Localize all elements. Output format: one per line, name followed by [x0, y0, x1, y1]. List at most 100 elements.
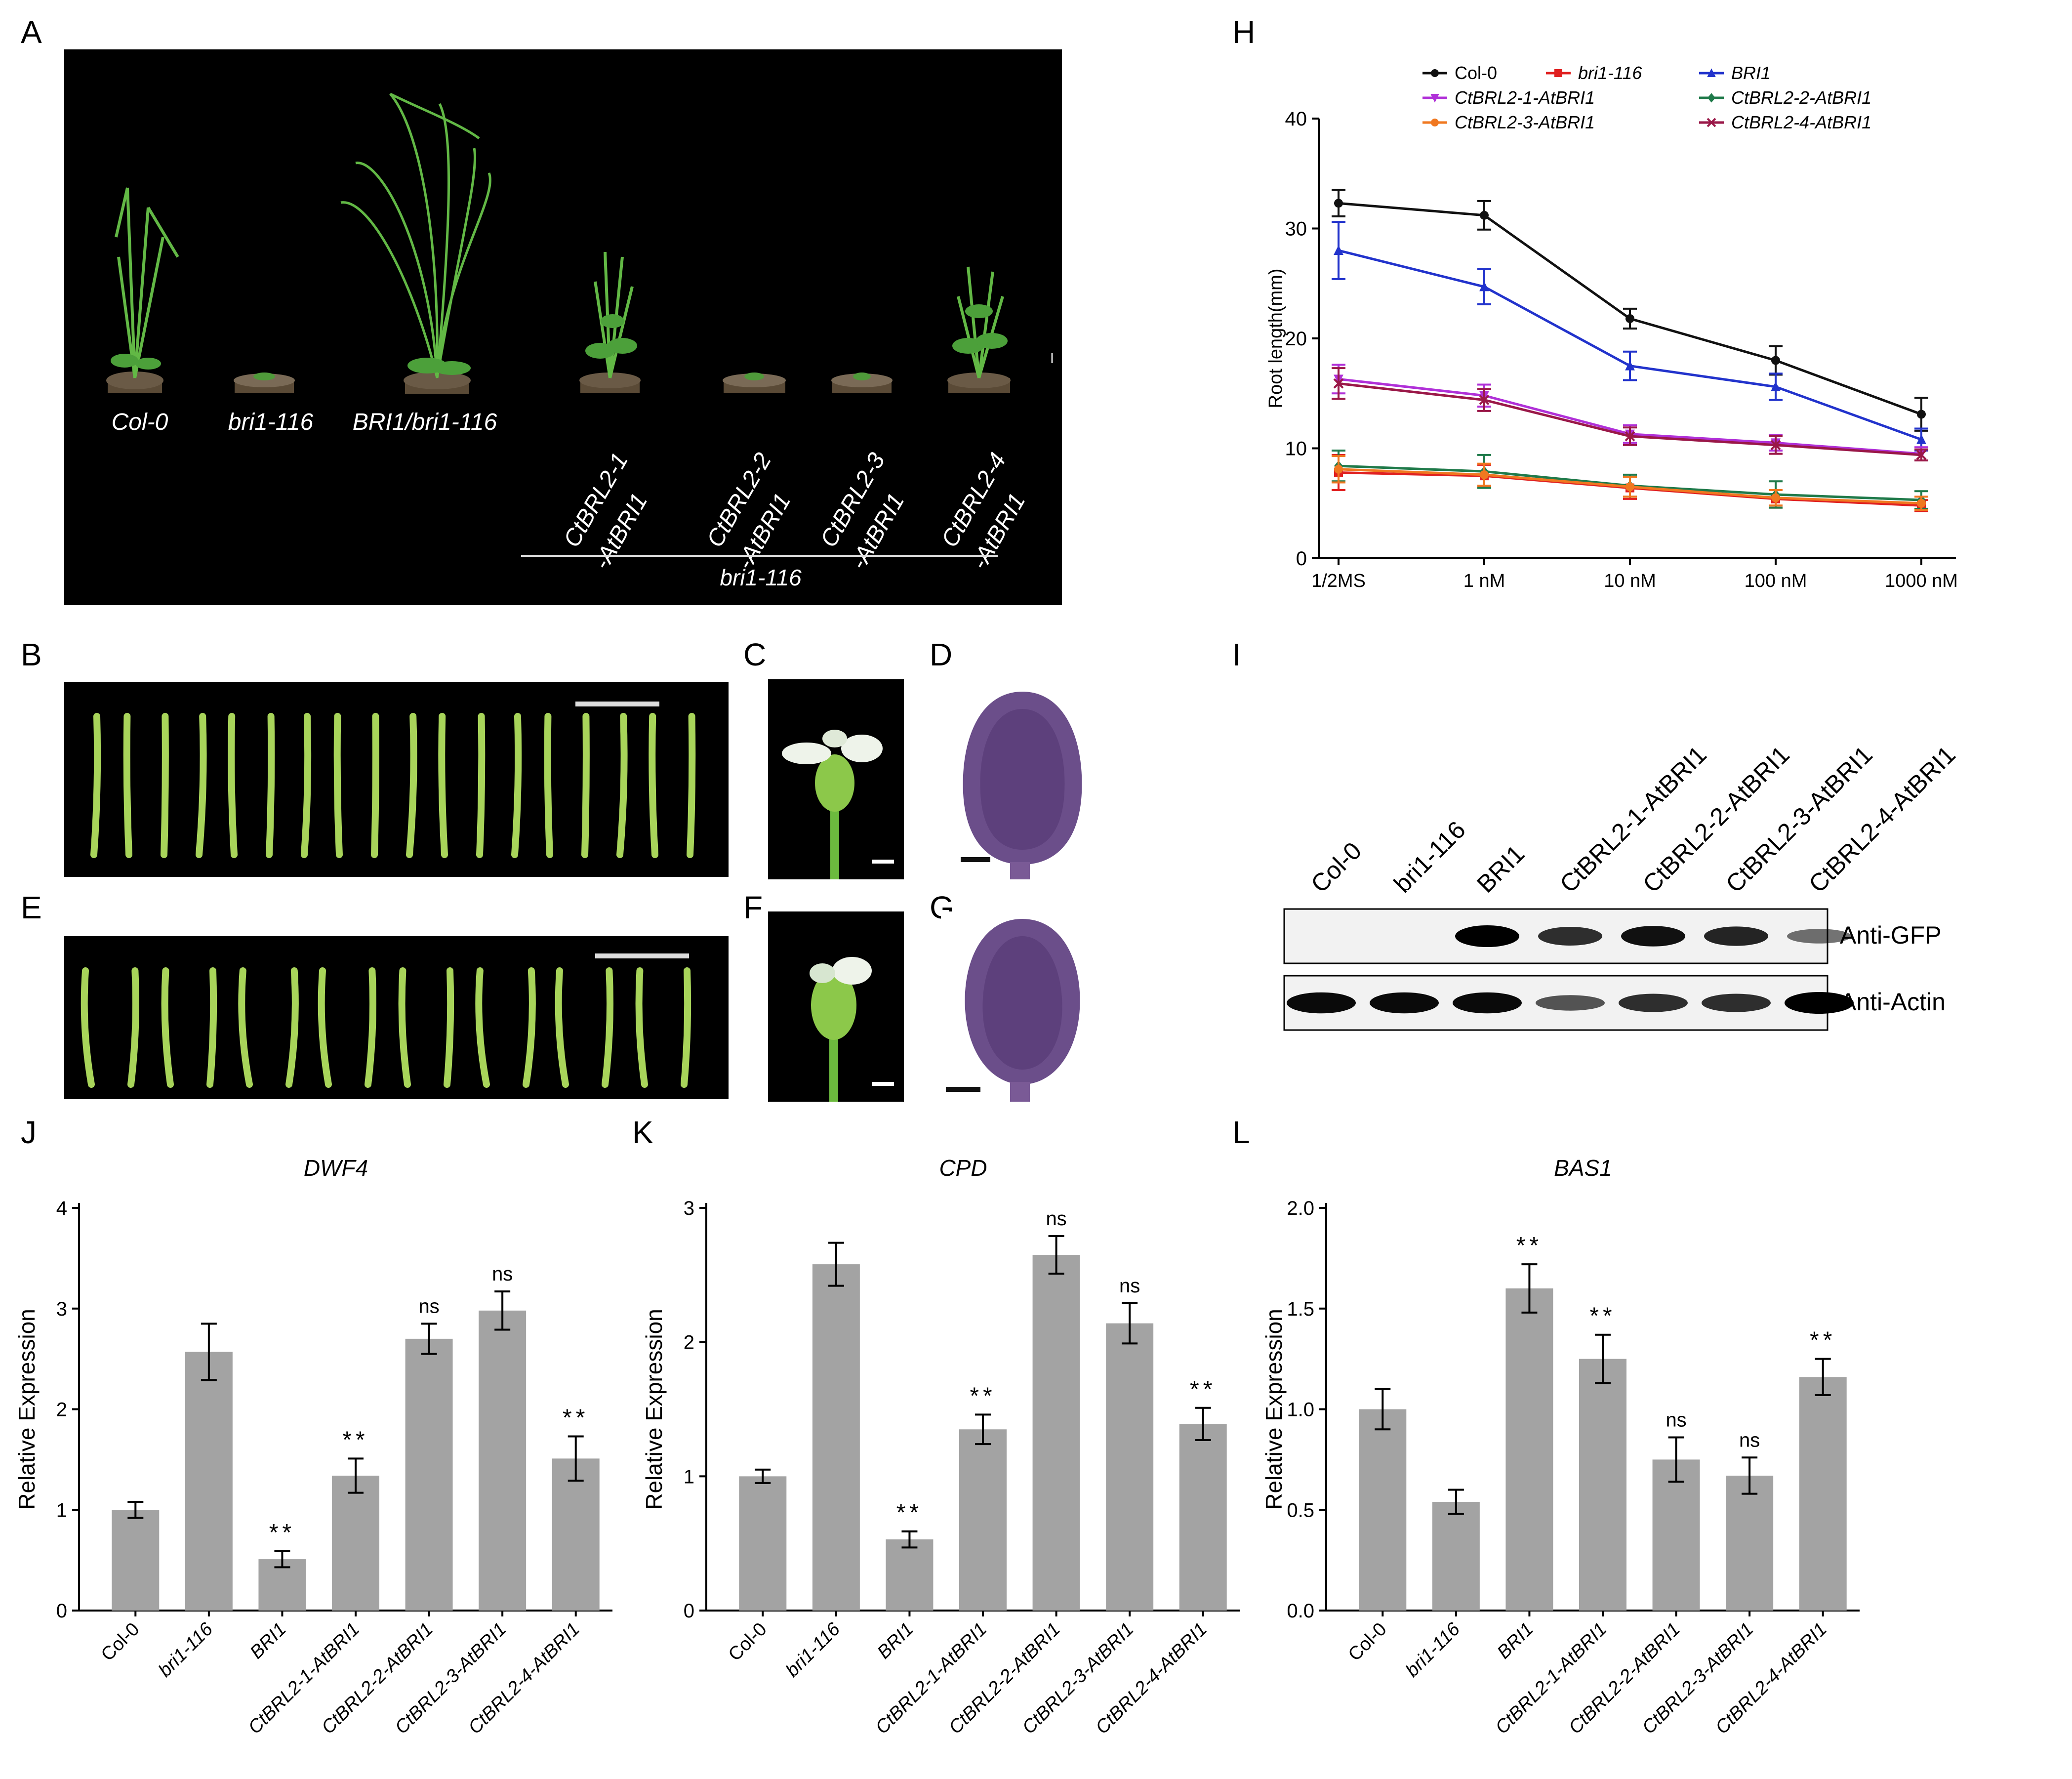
lane-label: bri1-116: [1388, 816, 1471, 898]
silique: [649, 713, 658, 858]
silique: [161, 713, 169, 858]
legend-label: bri1-116: [1578, 63, 1642, 83]
actin-band: [1785, 992, 1854, 1014]
bar: [812, 1264, 860, 1611]
panel-j-chart: DWF4 0 1 2 3 4 Relative Expression Col-0 bri1-11…: [14, 1155, 612, 1738]
gfp-band: [1787, 929, 1851, 944]
lane-label: CtBRL2-3-AtBRI1: [1720, 741, 1878, 898]
actin-band: [1453, 992, 1522, 1014]
significance-label: ns: [1739, 1429, 1760, 1451]
significance-label: **: [1810, 1327, 1836, 1354]
legend-item: CtBRL2-2-AtBRI1: [1699, 87, 1871, 108]
lane-label: CtBRL2-1-AtBRI1: [1554, 741, 1712, 898]
lane-label: BRI1: [1471, 840, 1530, 898]
x-tick-label: Col-0: [725, 1619, 771, 1665]
data-point: [1480, 210, 1489, 220]
bar: [1106, 1323, 1154, 1611]
actin-band: [1370, 992, 1439, 1014]
actin-band: [1536, 995, 1605, 1011]
silique: [555, 967, 569, 1088]
series-line: [1338, 249, 1922, 441]
y-tick-label: 3: [684, 1198, 694, 1219]
silique: [406, 713, 417, 858]
data-point: [1625, 314, 1634, 323]
chart-title: DWF4: [304, 1155, 368, 1181]
significance-label: **: [269, 1520, 295, 1546]
chart-title: BAS1: [1554, 1155, 1612, 1181]
bar: [185, 1352, 233, 1611]
significance-label: **: [563, 1405, 589, 1431]
y-axis-label: Relative Expression: [1261, 1309, 1287, 1510]
legend-item: CtBRL2-4-AtBRI1: [1699, 112, 1871, 132]
data-point: [1625, 360, 1635, 371]
bar: [405, 1338, 453, 1611]
plant-ctbrl2-2: [723, 372, 786, 393]
y-axis-label: Relative Expression: [641, 1309, 667, 1510]
data-point: [1625, 431, 1635, 442]
y-tick-label: 0.0: [1287, 1600, 1314, 1622]
legend-item: Col-0: [1422, 63, 1497, 83]
data-point: [1479, 395, 1490, 406]
legend-item: bri1-116: [1546, 63, 1642, 83]
silique: [476, 713, 486, 858]
panel-label-l: L: [1232, 1115, 1250, 1150]
significance-label: ns: [492, 1263, 513, 1285]
panel-label-d: D: [930, 637, 953, 672]
silique: [285, 967, 299, 1088]
legend-item: CtBRL2-1-AtBRI1: [1422, 87, 1595, 108]
silique: [616, 713, 628, 858]
silique: [544, 713, 553, 858]
legend-label: BRI1: [1731, 63, 1771, 83]
data-point: [1334, 464, 1343, 474]
bar: [1432, 1501, 1480, 1611]
panel-h-chart: 0 10 20 30 40 1/2MS 1 nM 10 nM 100 nM 1000 nM Root…: [1265, 63, 1958, 591]
bar: [1032, 1255, 1080, 1611]
label-background: bri1-116: [720, 565, 802, 590]
significance-label: ns: [1046, 1208, 1066, 1230]
data-point: [1916, 450, 1927, 460]
panel-d-anther: [941, 679, 1104, 879]
data-point: [1479, 281, 1489, 291]
gfp-band: [1704, 926, 1768, 946]
silique: [365, 967, 376, 1088]
panel-a-photo: Col-0 bri1-116 BRI1/bri1-116 CtBRL2-1 -A…: [64, 49, 1062, 605]
significance-label: ns: [418, 1295, 439, 1317]
data-point: [1771, 493, 1780, 502]
significance-label: **: [896, 1500, 923, 1526]
plant-ctbrl2-3: [831, 372, 893, 393]
silique: [635, 967, 648, 1088]
silique: [523, 967, 536, 1088]
data-point: [1770, 440, 1781, 451]
data-point: [1333, 378, 1344, 389]
y-tick-label: 0: [56, 1600, 67, 1622]
panel-label-h: H: [1232, 14, 1256, 50]
x-tick-label: bri1-116: [782, 1618, 845, 1681]
silique: [301, 713, 312, 858]
plant-bri1-complemented: [340, 92, 491, 394]
x-tick-label: BRI1: [873, 1619, 917, 1663]
x-tick-label: BRI1: [246, 1619, 290, 1663]
bar: [1799, 1377, 1847, 1611]
series-ctbrl2-4-atbri1: [1332, 367, 1928, 461]
data-point: [1480, 470, 1489, 479]
panel-label-b: B: [21, 637, 42, 672]
significance-label: ns: [1666, 1409, 1686, 1431]
legend: Col-0 bri1-116 BRI1 CtBRL2-1-AtBRI1 CtBRL2-2…: [1422, 63, 1871, 132]
panel-f-flower: [768, 911, 904, 1102]
y-tick-label: 0: [684, 1600, 694, 1622]
bar: [1179, 1424, 1227, 1611]
panel-k-chart: CPD 0 1 2 3 Relative Expression Col-0 bri1-116 *…: [641, 1155, 1240, 1738]
panel-label-e: E: [21, 890, 42, 925]
y-tick-label: 30: [1285, 218, 1307, 240]
y-tick-label: 20: [1285, 328, 1307, 350]
y-tick-label: 2: [684, 1332, 694, 1354]
data-point: [1625, 482, 1634, 492]
plant-col0: [106, 187, 179, 393]
silique: [161, 967, 174, 1088]
gfp-band: [1455, 925, 1519, 947]
silique: [123, 713, 132, 858]
y-axis-label: Relative Expression: [14, 1309, 40, 1510]
bar: [112, 1510, 160, 1611]
silique: [196, 713, 207, 858]
bar: [479, 1310, 527, 1611]
